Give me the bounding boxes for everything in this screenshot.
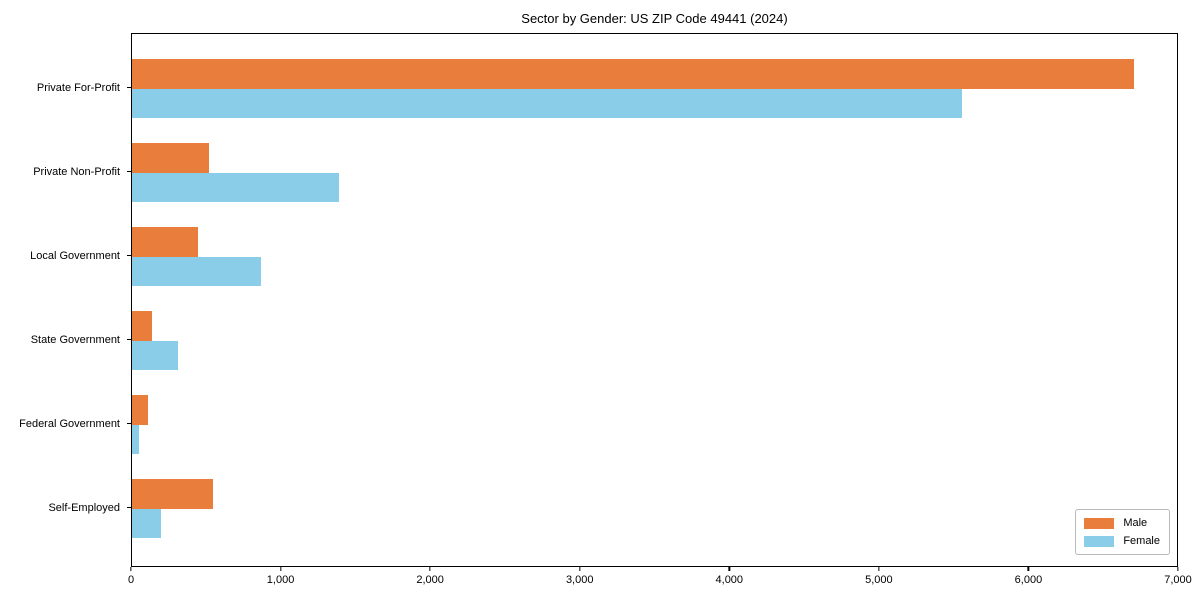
x-tick-mark — [579, 567, 581, 571]
y-tick-label: Private Non-Profit — [33, 165, 120, 178]
male-series-swatch — [1084, 517, 1115, 529]
bar-male-6 — [132, 479, 213, 509]
bar-female-5 — [132, 424, 139, 454]
x-tick-mark — [279, 567, 282, 571]
legend-label-male: Male — [1123, 517, 1148, 529]
female-series-swatch — [1084, 535, 1115, 547]
x-axis: 0 1,000 2,000 3,000 4,000 5,000 6,000 7,000 — [127, 567, 1192, 599]
x-tick-mark — [1177, 567, 1179, 571]
chart-title: Sector by Gender: US ZIP Code 49441 (202… — [521, 11, 788, 26]
bar-male-1 — [132, 59, 1135, 89]
x-tick-mark — [130, 567, 132, 571]
bar-male-2 — [132, 143, 210, 173]
y-tick-mark — [127, 422, 131, 425]
bar-female-3 — [132, 256, 261, 286]
x-tick-label: 4,000 — [715, 574, 744, 586]
legend-item-female: Female — [1084, 535, 1160, 547]
bar-female-4 — [132, 340, 179, 370]
bars-layer — [132, 34, 1177, 566]
x-tick-mark — [1027, 567, 1030, 571]
bar-female-6 — [132, 508, 162, 538]
y-tick-mark — [127, 506, 131, 509]
y-tick-label: State Government — [30, 333, 120, 346]
x-tick-mark — [429, 567, 431, 571]
x-tick-mark — [878, 567, 880, 571]
x-tick-label: 2,000 — [416, 574, 444, 586]
x-tick-label: 7,000 — [1164, 574, 1192, 586]
x-tick-label: 3,000 — [565, 574, 594, 586]
y-tick-label: Local Government — [30, 249, 120, 262]
legend-item-male: Male — [1084, 517, 1160, 529]
y-tick-mark — [127, 254, 131, 257]
legend-label-female: Female — [1123, 535, 1160, 547]
x-tick-label: 6,000 — [1014, 574, 1043, 586]
y-tick-mark — [127, 86, 131, 89]
bar-female-2 — [132, 172, 340, 202]
x-tick-label: 1,000 — [266, 574, 295, 586]
bar-male-4 — [132, 311, 153, 341]
y-tick-label: Private For-Profit — [36, 81, 120, 94]
plot-area: Male Female — [131, 33, 1178, 567]
y-tick-label: Self-Employed — [48, 501, 120, 514]
x-tick-label: 0 — [127, 574, 135, 586]
x-tick-label: 5,000 — [865, 574, 893, 586]
y-tick-mark — [127, 170, 131, 173]
bar-male-5 — [132, 395, 148, 425]
y-axis-labels: Private For-Profit Private Non-Profit Loca… — [0, 33, 131, 567]
y-tick-mark — [127, 338, 131, 341]
legend: Male Female — [1075, 509, 1170, 555]
bar-female-1 — [132, 88, 963, 118]
y-tick-label: Federal Government — [19, 417, 120, 430]
bar-male-3 — [132, 227, 198, 257]
x-tick-mark — [728, 567, 730, 571]
